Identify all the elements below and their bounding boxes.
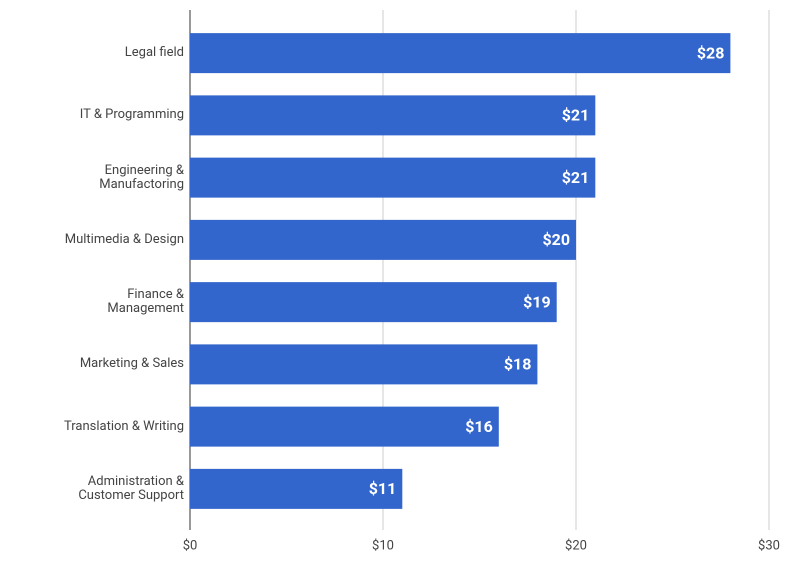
y-tick-label: Administration & Customer Support: [78, 473, 184, 503]
bar: [190, 282, 557, 323]
y-tick-label: Finance & Management: [107, 287, 184, 317]
value-label: $16: [465, 417, 493, 436]
y-tick-label: Engineering & Manufactoring: [99, 162, 184, 192]
value-label: $21: [562, 168, 590, 187]
y-tick-label: Translation & Writing: [63, 418, 184, 434]
y-tick-label: Multimedia & Design: [64, 231, 184, 247]
bar: [190, 157, 596, 198]
bar: [190, 219, 576, 260]
y-tick-label: IT & Programming: [79, 107, 184, 123]
value-label: $21: [562, 106, 590, 125]
value-label: $19: [523, 292, 551, 311]
x-tick-label: $20: [565, 538, 587, 553]
bar: [190, 344, 538, 385]
x-tick-label: $30: [758, 538, 780, 553]
value-label: $20: [542, 230, 570, 249]
x-tick-label: $10: [372, 538, 394, 553]
value-label: $18: [504, 355, 532, 374]
value-label: $11: [369, 479, 397, 498]
y-tick-label: Marketing & Sales: [79, 356, 184, 372]
x-tick-label: $0: [183, 538, 198, 553]
y-tick-label: Legal field: [124, 45, 184, 61]
bar: [190, 406, 499, 447]
bar: [190, 468, 403, 509]
value-label: $28: [697, 43, 725, 62]
bar: [190, 95, 596, 136]
bar: [190, 33, 731, 74]
